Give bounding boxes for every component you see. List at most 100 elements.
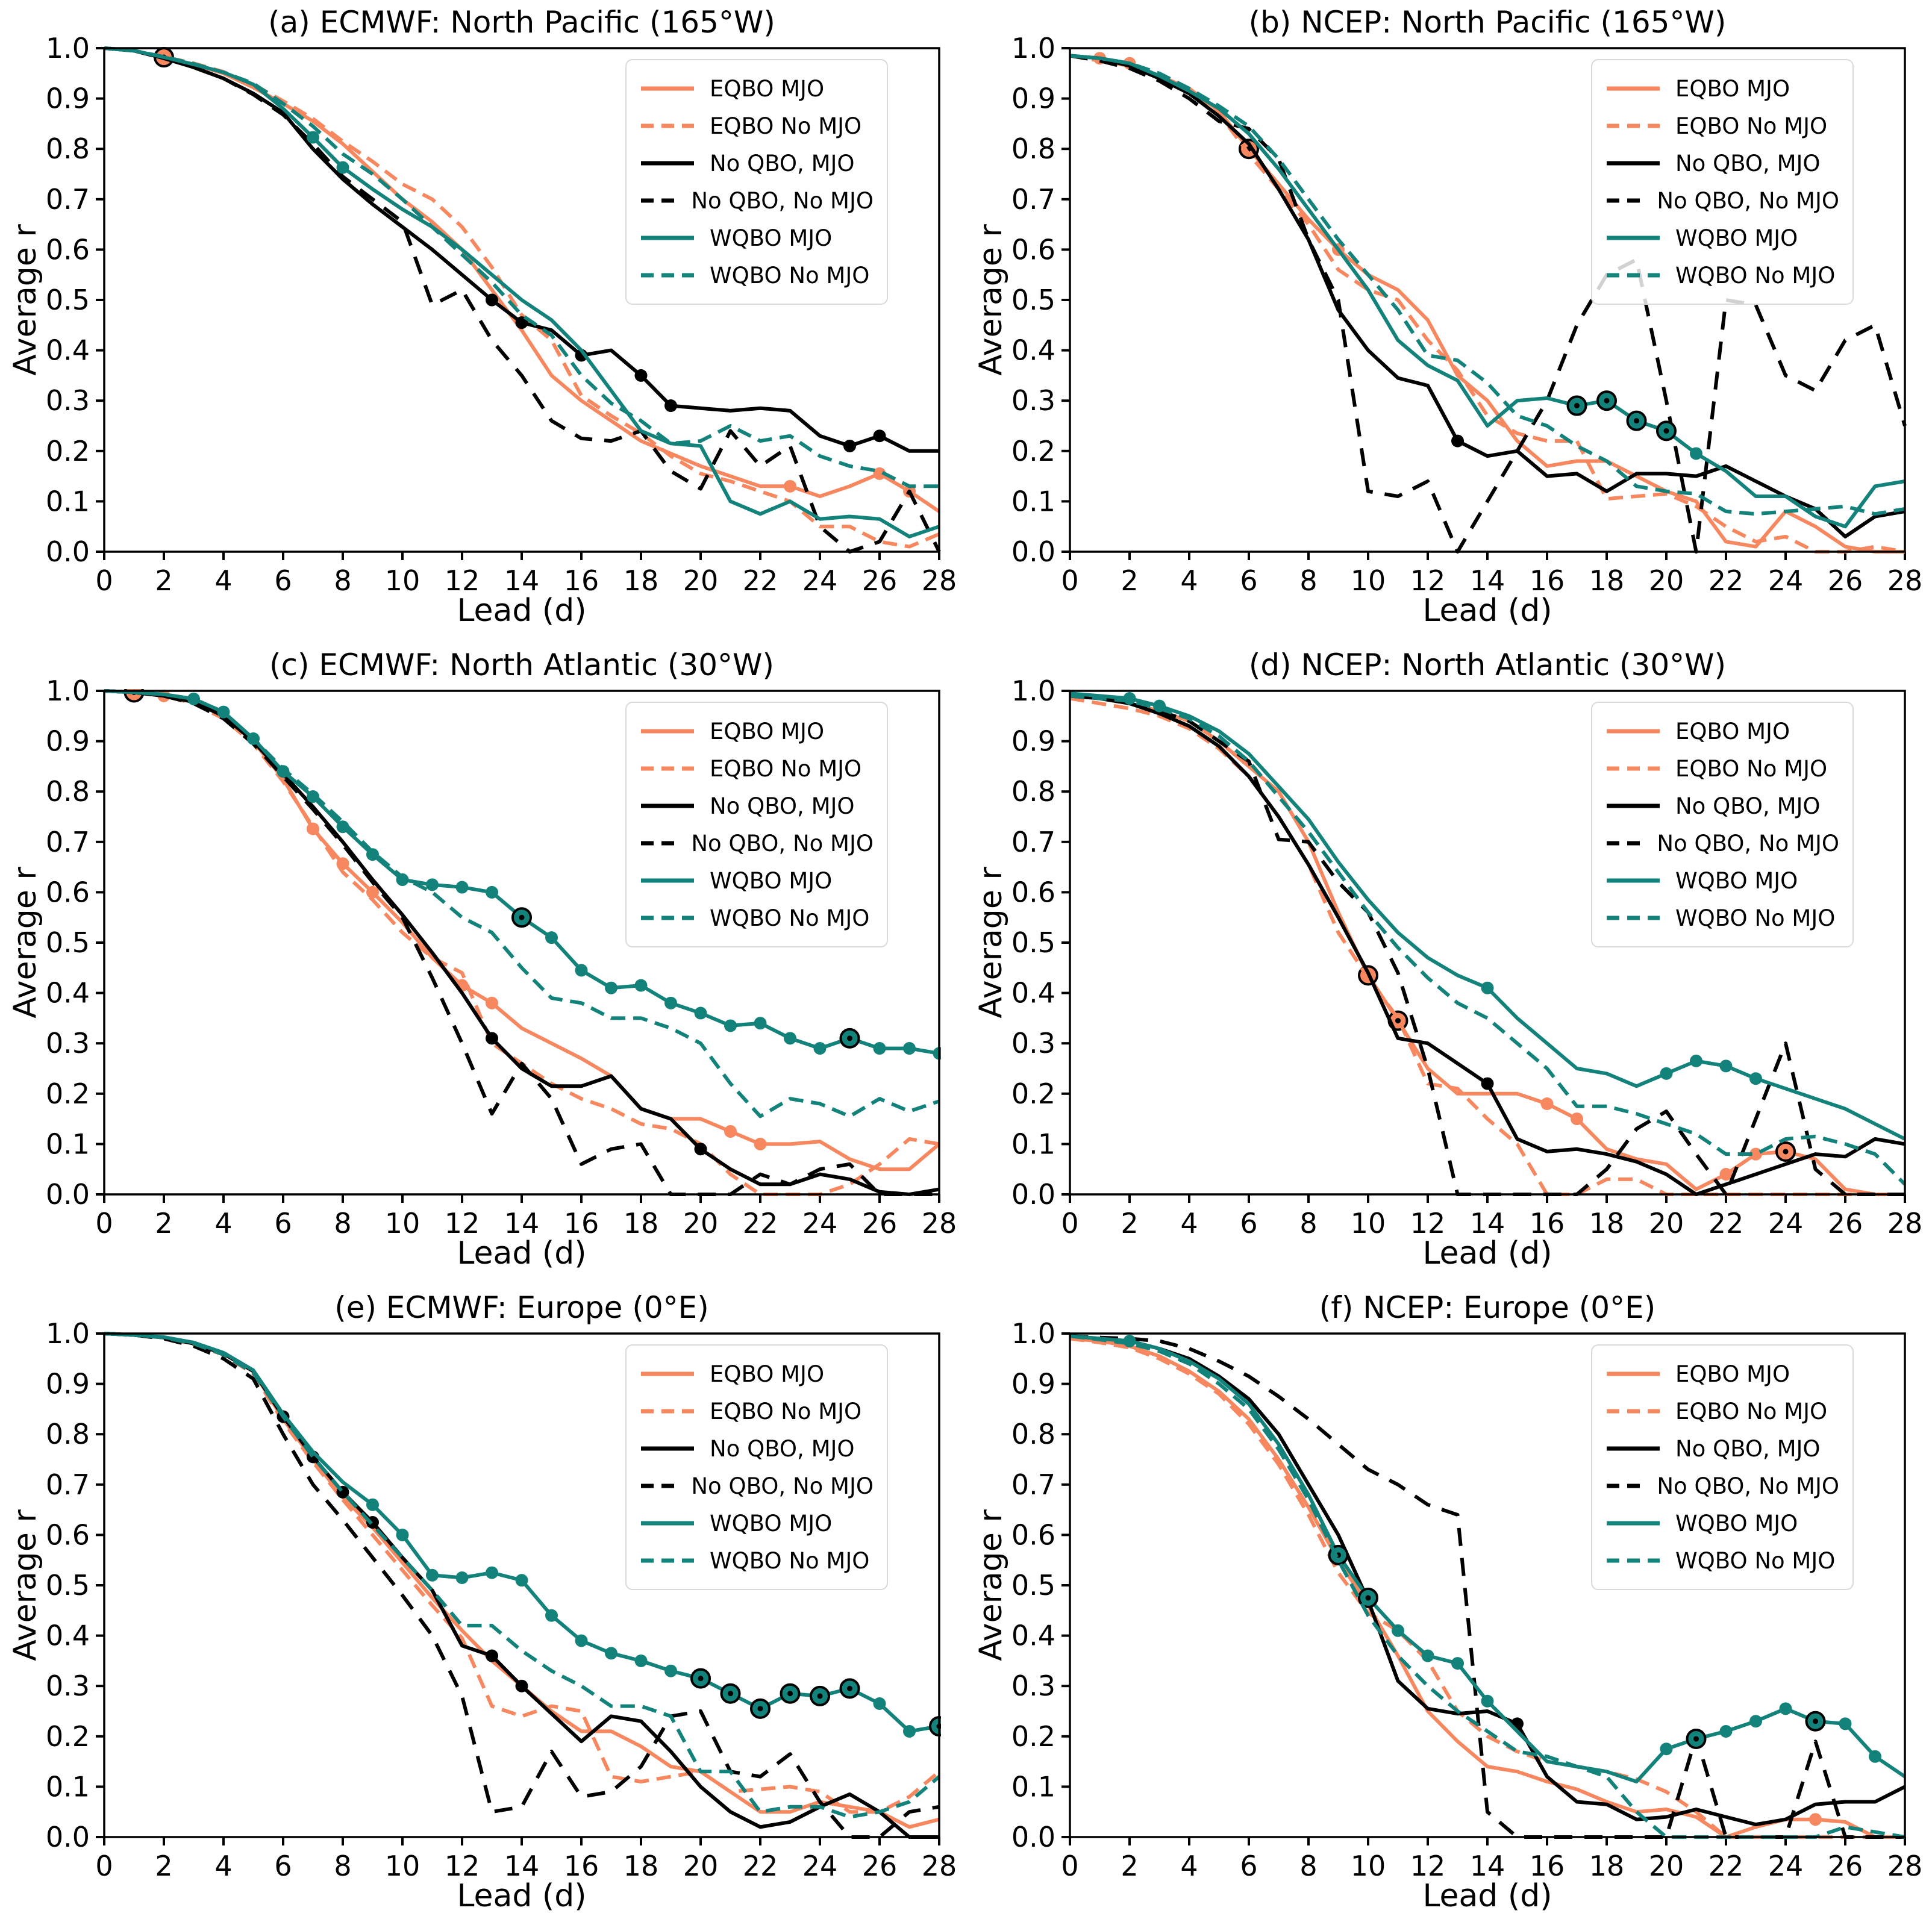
marker-dot-wqbo-mjo <box>426 878 439 891</box>
legend-entry-eqbo-mjo: EQBO MJO <box>640 713 874 750</box>
legend-line-sample <box>1607 198 1643 203</box>
x-tick-label: 12 <box>445 564 480 597</box>
x-tick-label: 2 <box>155 1850 172 1882</box>
y-tick-label: 0.5 <box>1011 284 1055 316</box>
marker-dot-wqbo-mjo <box>1660 1067 1673 1080</box>
legend-line-sample <box>641 878 694 883</box>
x-tick-label: 6 <box>1240 1207 1257 1240</box>
x-tick-label: 16 <box>564 1207 599 1240</box>
y-tick-label: 0.5 <box>1011 1569 1055 1602</box>
x-tick-label: 12 <box>1410 564 1446 597</box>
legend-entry-wqbo-no-mjo: WQBO No MJO <box>1605 1542 1839 1579</box>
marker-dot-wqbo-mjo <box>1123 692 1136 705</box>
legend-label: No QBO, No MJO <box>1657 187 1839 214</box>
marker-dot-wqbo-mjo <box>903 1724 916 1738</box>
marker-ring-center <box>1783 1149 1789 1155</box>
legend-box: EQBO MJO EQBO No MJO No QBO, MJO No QBO, No… <box>625 702 888 947</box>
marker-dot-no-qbo-mjo <box>634 369 648 382</box>
legend-entry-wqbo-no-mjo: WQBO No MJO <box>1605 257 1839 294</box>
x-tick-label: 16 <box>1530 564 1565 597</box>
series-line-wqbo-mjo <box>1069 54 1905 529</box>
marker-dot-eqbo-mjo <box>1571 1112 1583 1126</box>
legend-line-sample <box>641 1483 677 1488</box>
legend-line-sample <box>641 123 694 128</box>
x-tick-label: 14 <box>1470 1850 1505 1882</box>
legend-label: WQBO MJO <box>1675 867 1798 894</box>
marker-dot-wqbo-mjo <box>784 1032 796 1045</box>
marker-dot-eqbo-mjo <box>366 885 379 899</box>
legend-label: No QBO, MJO <box>1675 1435 1821 1462</box>
y-tick-label: 0.1 <box>1011 1128 1055 1160</box>
line-chart: 0 2 4 6 8 10 12 14 16 18 20 22 24 26 280.00.10.20.30.4… <box>1011 32 1922 597</box>
y-tick-label: 0.7 <box>46 826 90 858</box>
y-tick-label: 0.6 <box>1011 233 1055 266</box>
marker-dot-wqbo-mjo <box>486 885 498 899</box>
x-tick-label: 6 <box>1240 1850 1257 1882</box>
x-tick-label: 10 <box>1351 564 1386 597</box>
marker-dot-no-qbo-mjo <box>486 1032 498 1045</box>
legend-entry-no-qbo-no-mjo: No QBO, No MJO <box>640 1467 874 1505</box>
y-tick-label: 0.2 <box>1011 435 1055 467</box>
x-tick-label: 0 <box>1061 1207 1078 1240</box>
x-tick-label: 8 <box>1299 564 1317 597</box>
marker-ring-center <box>1813 1718 1818 1724</box>
marker-dot-wqbo-mjo <box>873 1697 886 1710</box>
y-tick-label: 0.1 <box>1011 1770 1055 1803</box>
series-line-eqbo-mjo <box>1069 694 1905 1196</box>
y-tick-label: 0.9 <box>1011 1368 1055 1400</box>
legend-entry-no-qbo-no-mjo: No QBO, No MJO <box>1605 825 1839 862</box>
legend-box: EQBO MJO EQBO No MJO No QBO, MJO No QBO, No… <box>1591 1344 1854 1590</box>
series-line-no-qbo-mjo <box>104 689 940 1196</box>
x-tick-label: 28 <box>1887 1207 1923 1240</box>
marker-dot-wqbo-mjo <box>873 1042 886 1055</box>
legend-entry-eqbo-mjo: EQBO MJO <box>1605 713 1839 750</box>
legend-label: EQBO No MJO <box>1675 755 1828 782</box>
panel-a: (a) ECMWF: North Pacific (165°W) Average… <box>0 0 966 643</box>
marker-dot-wqbo-mjo <box>813 1042 827 1055</box>
marker-dot-wqbo-mjo <box>664 1664 677 1677</box>
y-tick-label: 0.6 <box>1011 1518 1055 1551</box>
legend-entry-wqbo-mjo: WQBO MJO <box>640 219 874 257</box>
marker-dot-wqbo-mjo <box>575 964 588 977</box>
y-tick-label: 0.3 <box>1011 1027 1055 1059</box>
x-tick-label: 12 <box>445 1207 480 1240</box>
x-tick-label: 6 <box>1240 564 1257 597</box>
marker-ring-center <box>698 1676 704 1682</box>
x-tick-label: 12 <box>1410 1850 1446 1882</box>
legend-line-sample <box>1607 1483 1643 1488</box>
y-tick-label: 0.0 <box>1011 535 1055 568</box>
marker-dot-wqbo-mjo <box>1839 1717 1852 1730</box>
y-tick-label: 0.6 <box>46 876 90 908</box>
marker-ring-center <box>817 1693 823 1699</box>
legend-line-sample <box>641 803 694 808</box>
legend-entry-wqbo-no-mjo: WQBO No MJO <box>640 257 874 294</box>
legend-entry-eqbo-no-mjo: EQBO No MJO <box>640 750 874 787</box>
legend-label: WQBO MJO <box>710 225 833 251</box>
y-tick-label: 0.2 <box>46 1078 90 1110</box>
legend-label: WQBO No MJO <box>1675 1547 1836 1574</box>
line-chart: 0 2 4 6 8 10 12 14 16 18 20 22 24 26 280.00.10.20.30.4… <box>46 1317 957 1882</box>
y-tick-label: 0.0 <box>1011 1178 1055 1211</box>
x-tick-label: 14 <box>1470 564 1505 597</box>
x-tick-label: 14 <box>504 1207 540 1240</box>
legend-entry-eqbo-no-mjo: EQBO No MJO <box>1605 750 1839 787</box>
marker-dot-wqbo-mjo <box>455 881 469 894</box>
y-tick-label: 0.8 <box>1011 1418 1055 1450</box>
panel-title: (b) NCEP: North Pacific (165°W) <box>1248 5 1727 40</box>
legend-label: EQBO No MJO <box>710 113 862 139</box>
x-tick-label: 2 <box>1121 1207 1138 1240</box>
y-tick-label: 0.6 <box>46 1518 90 1551</box>
legend-entry-no-qbo-no-mjo: No QBO, No MJO <box>1605 182 1839 219</box>
y-tick-label: 0.4 <box>46 334 90 367</box>
marker-dot-wqbo-mjo <box>426 1568 439 1582</box>
x-axis-label: Lead (d) <box>457 1878 587 1914</box>
marker-dot-no-qbo-mjo <box>694 1143 707 1156</box>
marker-dot-wqbo-mjo <box>1481 1694 1494 1708</box>
legend-line-sample <box>1607 916 1660 920</box>
marker-dot-no-qbo-mjo <box>1451 434 1464 448</box>
legend-line-sample <box>641 198 677 203</box>
x-tick-label: 2 <box>155 1207 172 1240</box>
panel-d: (d) NCEP: North Atlantic (30°W) Average … <box>966 643 1932 1285</box>
x-tick-label: 10 <box>385 564 420 597</box>
y-tick-label: 0.7 <box>1011 826 1055 858</box>
